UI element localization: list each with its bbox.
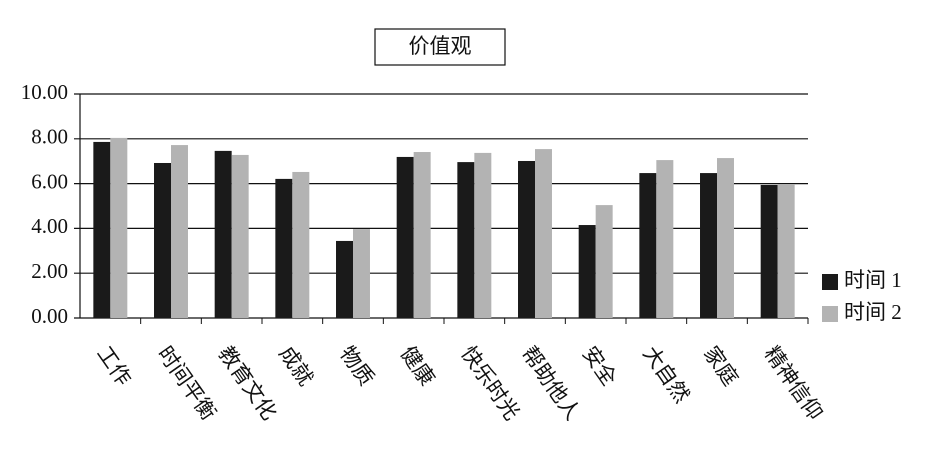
y-tick-label: 2.00 (31, 259, 68, 283)
x-tick-label: 帮助他人 (517, 342, 585, 425)
bar (353, 229, 370, 318)
y-tick-label: 6.00 (31, 169, 68, 193)
bar (639, 173, 657, 318)
y-tick-label: 8.00 (31, 125, 68, 149)
bar (93, 141, 111, 318)
x-tick-label: 教育文化 (214, 342, 282, 425)
bar (595, 205, 613, 318)
x-tick-label: 物质 (335, 342, 379, 390)
bar (760, 184, 778, 318)
legend-label: 时间 2 (844, 300, 902, 324)
bar (214, 150, 232, 318)
title-box (374, 28, 506, 66)
bar (396, 156, 414, 318)
bar (413, 152, 431, 318)
bar (171, 145, 188, 318)
y-tick-label: 0.00 (31, 304, 68, 328)
x-tick-label: 健康 (396, 342, 440, 390)
legend-label: 时间 1 (844, 268, 902, 292)
bar (275, 178, 293, 318)
x-tick-label: 大自然 (638, 342, 694, 407)
bar (292, 171, 310, 318)
x-tick-label: 安全 (578, 342, 622, 390)
bar (578, 225, 596, 318)
bar (700, 173, 717, 318)
x-tick-label: 家庭 (699, 342, 743, 390)
bar (336, 240, 353, 318)
bar (535, 149, 552, 318)
bar (231, 154, 249, 318)
bar (518, 160, 535, 318)
x-tick-label: 成就 (274, 342, 318, 390)
y-tick-label: 10.00 (21, 80, 68, 104)
bar (656, 160, 674, 318)
legend-swatch (822, 306, 838, 322)
bar (717, 158, 734, 318)
x-tick-label: 工作 (92, 342, 136, 390)
bar (474, 152, 492, 318)
chart-title: 价值观 (409, 34, 472, 58)
bar (457, 162, 475, 318)
bar (110, 137, 128, 318)
x-tick-label: 快乐时光 (456, 342, 524, 425)
bar (154, 162, 171, 318)
legend-swatch (822, 274, 838, 290)
x-tick-label: 时间平衡 (153, 342, 221, 425)
bar (777, 184, 795, 318)
y-tick-label: 4.00 (31, 214, 68, 238)
x-tick-label: 精神信仰 (760, 342, 828, 425)
